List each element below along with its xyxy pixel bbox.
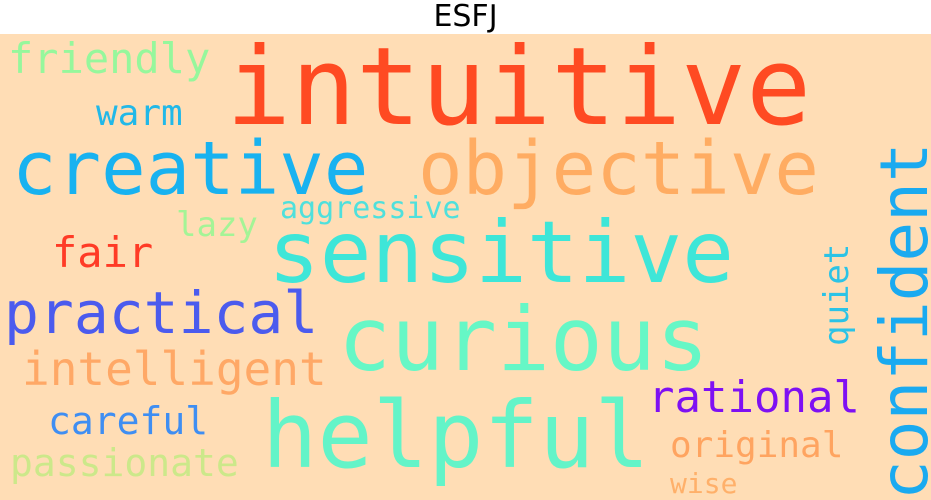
word-aggressive: aggressive xyxy=(280,191,461,226)
word-intelligent: intelligent xyxy=(22,342,327,396)
word-quiet: quiet xyxy=(817,243,857,346)
word-creative: creative xyxy=(12,126,369,212)
word-fair: fair xyxy=(52,228,154,277)
word-rational: rational xyxy=(648,372,860,423)
word-careful: careful xyxy=(48,399,209,443)
word-curious: curious xyxy=(338,288,709,391)
word-original: original xyxy=(670,425,844,466)
chart-title: ESFJ xyxy=(433,0,498,34)
word-objective: objective xyxy=(418,126,819,212)
word-practical: practical xyxy=(4,279,319,347)
word-friendly: friendly xyxy=(8,34,211,83)
word-helpful: helpful xyxy=(262,382,650,489)
word-confident: confident xyxy=(866,142,931,500)
word-wise: wise xyxy=(670,467,738,500)
word-passionate: passionate xyxy=(10,441,239,485)
word-sensitive: sensitive xyxy=(268,203,734,303)
word-cloud: intuitive creative objective sensitive c… xyxy=(0,34,931,500)
word-warm: warm xyxy=(96,93,183,134)
word-intuitive: intuitive xyxy=(226,34,812,150)
word-lazy: lazy xyxy=(176,205,258,245)
